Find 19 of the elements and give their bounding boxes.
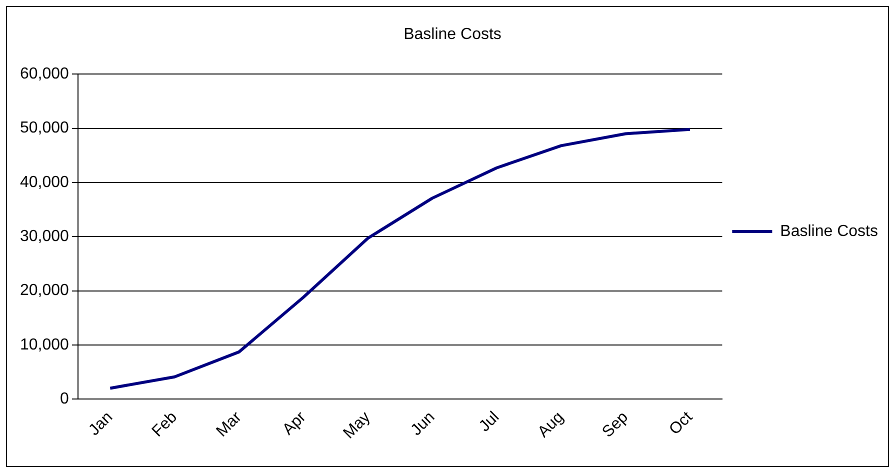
y-tick-label: 50,000 (20, 120, 70, 137)
x-tick-label: Mar (213, 408, 246, 440)
y-tick-label: 30,000 (20, 228, 70, 246)
x-tick-label: Feb (148, 408, 181, 440)
x-tick-label: May (340, 408, 374, 442)
x-tick-label: Jan (86, 408, 116, 440)
x-tick-label: Aug (534, 408, 568, 441)
x-tick-label: Oct (666, 408, 696, 438)
x-tick-label: Jun (408, 408, 438, 440)
y-tick-label: 20,000 (20, 282, 70, 300)
chart-title: Basline Costs (404, 26, 502, 44)
x-tick-label: Apr (280, 408, 310, 438)
y-tick-label: 0 (60, 390, 70, 408)
x-tick-label: Jul (476, 408, 503, 436)
y-tick-label: 10,000 (20, 336, 70, 354)
y-tick-label: 60,000 (20, 66, 70, 83)
y-tick-label: 40,000 (20, 174, 70, 191)
legend-label: Basline Costs (780, 222, 878, 240)
x-tick-label: Sep (599, 408, 632, 441)
